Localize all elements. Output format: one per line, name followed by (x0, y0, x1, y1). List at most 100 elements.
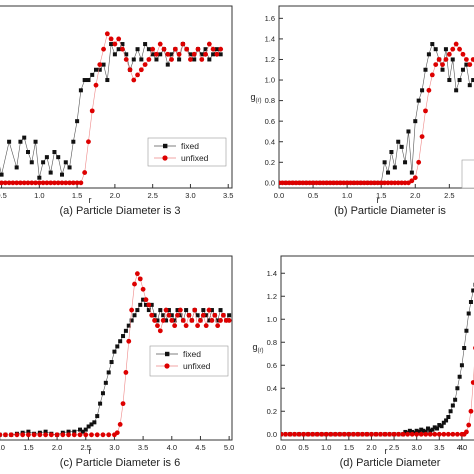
data-point (124, 52, 129, 57)
data-point (227, 313, 232, 318)
data-point (382, 160, 387, 165)
chart-panel-1: 0.5 1.0 1.5 2.0 2.5 3.0 3.5 r(a) Particle Diame… (0, 5, 233, 217)
y-tick-label: 1.2 (265, 55, 275, 64)
data-point (391, 431, 397, 437)
y-tick-label: 0.2 (265, 158, 275, 167)
data-point (405, 431, 411, 437)
data-point (310, 431, 316, 437)
data-point (180, 318, 186, 323)
data-point (369, 431, 374, 437)
data-point (95, 414, 100, 419)
data-point (146, 57, 152, 62)
data-point (77, 432, 83, 438)
data-point (98, 401, 103, 406)
data-point (395, 180, 401, 186)
data-point (214, 51, 220, 57)
data-point (94, 432, 100, 438)
legend-marker (164, 363, 170, 369)
data-point (307, 180, 313, 186)
data-point (373, 431, 379, 437)
data-point (468, 408, 474, 414)
data-point (317, 180, 323, 186)
data-point (43, 429, 48, 434)
data-point (184, 308, 189, 313)
x-tick-label: 3.0 (109, 443, 119, 452)
data-point (67, 180, 72, 186)
data-point (351, 180, 357, 186)
data-point (97, 62, 103, 68)
data-point (63, 160, 68, 165)
data-point (141, 297, 146, 302)
data-point (149, 312, 155, 318)
data-point (106, 370, 111, 375)
data-point (31, 432, 37, 438)
data-point (327, 180, 333, 186)
series-unfixed (281, 346, 474, 437)
data-point (166, 308, 171, 313)
data-point (120, 46, 125, 52)
data-point (440, 67, 445, 72)
data-point (0, 172, 4, 177)
data-point (66, 432, 71, 438)
data-point (8, 432, 14, 438)
data-point (425, 426, 430, 431)
data-point (314, 431, 320, 437)
data-point (138, 302, 143, 307)
legend-label-fixed: fixed (181, 141, 199, 151)
data-point (310, 180, 316, 186)
x-axis-label: r (377, 195, 380, 205)
y-tick-label: 1.4 (265, 35, 275, 44)
data-point (94, 67, 98, 72)
data-point (378, 180, 384, 186)
data-point (432, 425, 437, 430)
data-point (109, 360, 114, 365)
data-point (466, 311, 471, 316)
data-point (120, 42, 125, 47)
data-point (371, 180, 377, 186)
data-point (389, 180, 394, 186)
data-point (78, 88, 83, 93)
data-point (287, 431, 293, 437)
data-point (301, 431, 307, 437)
data-point (82, 170, 88, 175)
data-point (436, 57, 442, 62)
data-point (178, 313, 183, 318)
data-point (429, 72, 435, 78)
data-point (300, 180, 306, 186)
data-point (283, 431, 288, 437)
data-point (154, 51, 159, 57)
data-point (92, 420, 97, 425)
data-point (416, 98, 421, 103)
legend: fixed unfixed (147, 137, 227, 167)
data-point (427, 431, 433, 437)
data-point (172, 323, 178, 329)
data-point (226, 318, 232, 323)
data-point (211, 52, 216, 57)
data-point (435, 426, 440, 431)
data-point (175, 308, 180, 313)
data-point (204, 313, 209, 318)
data-point (446, 415, 451, 419)
data-point (218, 46, 224, 52)
data-point (464, 62, 469, 67)
data-point (471, 78, 474, 83)
data-point (439, 424, 444, 429)
data-point (324, 180, 330, 186)
data-point (346, 431, 352, 437)
data-point (83, 432, 89, 438)
data-point (14, 180, 20, 186)
x-tick-label: 2.5 (81, 443, 91, 452)
data-point (131, 77, 137, 83)
data-point (150, 46, 156, 52)
data-point (457, 78, 462, 83)
data-point (188, 52, 193, 57)
data-point (101, 62, 106, 67)
data-point (319, 431, 325, 437)
data-point (158, 52, 163, 57)
x-tick-label: 0.0 (274, 191, 284, 200)
data-point (132, 281, 137, 287)
data-point (297, 180, 302, 186)
data-point (56, 155, 61, 160)
data-point (192, 57, 197, 62)
data-point (135, 72, 140, 78)
